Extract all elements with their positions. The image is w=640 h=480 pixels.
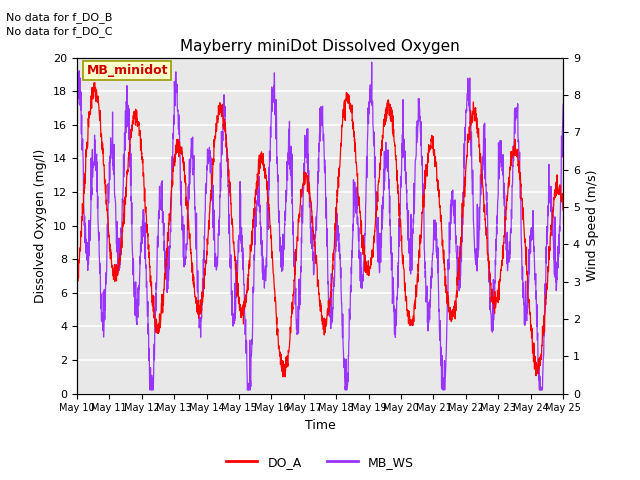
Text: No data for f_DO_C: No data for f_DO_C	[6, 26, 113, 37]
X-axis label: Time: Time	[305, 419, 335, 432]
Y-axis label: Wind Speed (m/s): Wind Speed (m/s)	[586, 170, 598, 281]
Y-axis label: Dissolved Oxygen (mg/l): Dissolved Oxygen (mg/l)	[35, 148, 47, 303]
Title: Mayberry miniDot Dissolved Oxygen: Mayberry miniDot Dissolved Oxygen	[180, 39, 460, 54]
Legend: DO_A, MB_WS: DO_A, MB_WS	[221, 451, 419, 474]
Text: MB_minidot: MB_minidot	[86, 64, 168, 77]
Text: No data for f_DO_B: No data for f_DO_B	[6, 12, 113, 23]
